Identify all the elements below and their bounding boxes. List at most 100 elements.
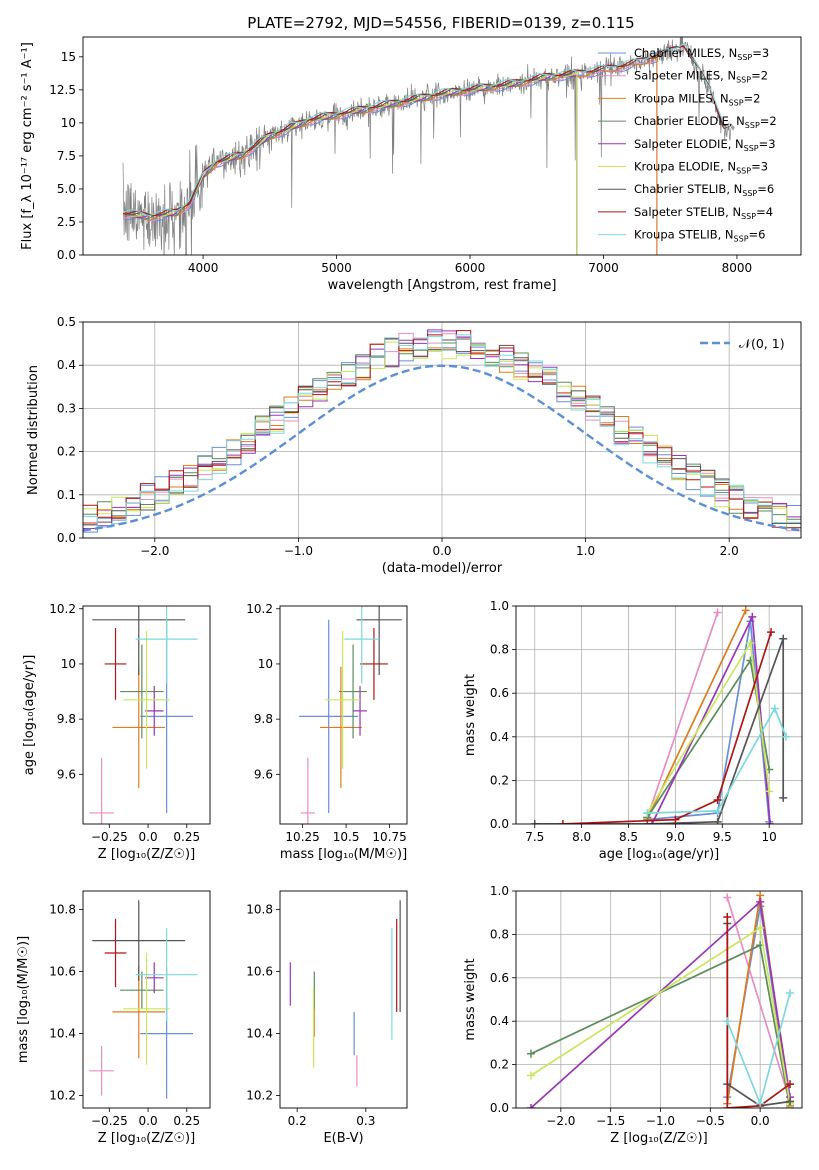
- data-point-kroupa-elodie: [325, 630, 361, 769]
- axes-frame: [82, 321, 802, 539]
- x-tick-label: 4000: [188, 261, 219, 275]
- x-axis-label: Z [log₁₀(Z/Z☉)]: [98, 1131, 195, 1146]
- series-marker: [782, 732, 791, 741]
- y-axis-label: Flux [f_λ 10⁻¹⁷ erg cm⁻² s⁻¹ A⁻¹]: [20, 42, 35, 250]
- series-line: [562, 631, 772, 824]
- chart-age_vs_Z: −0.25 0.0 0.25 9.6 9.8 10 10.2 Z [log₁₀(Z/Z☉)] a…: [22, 602, 211, 862]
- chart-spectrum: 4000 5000 6000 7000 8000 0.0 2.5 5.0 7.5 10 12.5 15…: [20, 36, 802, 293]
- x-tick-label: −0.25: [91, 1114, 128, 1128]
- y-tick-label: 0.2: [490, 1058, 509, 1072]
- data-point-chabrier-elodie: [120, 644, 164, 739]
- series-marker: [779, 793, 788, 802]
- series-salpeter-stelib: [558, 628, 776, 824]
- legend-label: 𝒩(0, 1): [739, 336, 785, 351]
- y-tick-label: 1.0: [490, 599, 509, 613]
- legend-subscript: SSP: [741, 212, 756, 221]
- x-tick-label: 0.0: [139, 1114, 158, 1128]
- residual-legend: 𝒩(0, 1): [700, 336, 785, 351]
- y-axis-label: age [log₁₀(age/yr)]: [22, 655, 37, 776]
- series-marker: [770, 704, 779, 713]
- data-point-kroupa-miles: [320, 666, 362, 789]
- x-tick-label: −1.0: [646, 1114, 675, 1128]
- series-marker: [723, 913, 732, 922]
- y-tick-label: 10.2: [49, 602, 76, 616]
- legend-label: Kroupa ELODIE, N: [634, 160, 736, 174]
- legend-entry: Kroupa ELODIE, NSSP=3: [634, 160, 768, 176]
- y-tick-label: 0.4: [490, 730, 509, 744]
- x-tick-label: 0.0: [432, 544, 451, 558]
- x-tick-label: 8.5: [619, 830, 638, 844]
- y-tick-label: 0.6: [490, 971, 509, 985]
- legend-label: Chabrier STELIB, N: [634, 182, 742, 196]
- series-marker: [756, 1099, 765, 1108]
- data-point-chabrier-miles: [299, 619, 359, 813]
- x-tick-label: 9.5: [713, 830, 732, 844]
- legend-suffix: =4: [756, 205, 773, 219]
- data-point-kroupa-stelib: [135, 928, 198, 1022]
- series-marker: [767, 628, 776, 637]
- series-marker: [741, 606, 750, 615]
- x-tick-label: 10.75: [372, 830, 406, 844]
- series-salpeter-miles: [643, 608, 722, 822]
- y-tick-label: 0.8: [490, 643, 509, 657]
- legend-subscript: SSP: [736, 167, 751, 176]
- chart-massweight_vs_Z: −2.0 −1.5 −1.0 −0.5 0.0 0.0 0.2 0.4 0.6 0.8 1.0 Z […: [463, 884, 803, 1146]
- y-tick-label: 0.1: [57, 488, 76, 502]
- chart-massweight_vs_age: 7.5 8.0 8.5 9.0 9.5 10 0.0 0.2 0.4 0.6 0.8 1.0 age […: [463, 599, 803, 862]
- series-marker: [723, 893, 732, 902]
- data-point-chabrier-elodie: [120, 971, 164, 1009]
- y-tick-label: 12.5: [49, 83, 76, 97]
- data-point-salpeter-elodie: [144, 686, 164, 736]
- y-tick-label: 10.2: [49, 1089, 76, 1103]
- legend-suffix: =3: [752, 46, 769, 60]
- series-marker: [723, 1104, 732, 1108]
- x-axis-label: age [log₁₀(age/yr)]: [599, 847, 720, 862]
- x-tick-label: 1.0: [576, 544, 595, 558]
- series-marker: [643, 809, 652, 818]
- legend-subscript: SSP: [729, 98, 744, 107]
- series-marker: [756, 923, 765, 932]
- legend-entry: Chabrier ELODIE, NSSP=2: [634, 114, 777, 130]
- model-line-salpeter-stelib: [122, 45, 730, 217]
- data-point-salpeter-stelib: [360, 628, 388, 700]
- y-tick-label: 5.0: [57, 182, 76, 196]
- legend-label: Kroupa STELIB, N: [634, 228, 734, 242]
- y-tick-label: 10.8: [49, 903, 76, 917]
- y-axis-label: mass weight: [463, 958, 478, 1040]
- legend-entry: Kroupa MILES, NSSP=2: [634, 91, 760, 107]
- figure-title: PLATE=2792, MJD=54556, FIBERID=0139, z=0…: [247, 14, 634, 32]
- x-tick-label: 0.0: [139, 830, 158, 844]
- x-tick-label: 0.2: [288, 1114, 307, 1128]
- series-marker: [756, 897, 765, 906]
- x-tick-label: 5000: [321, 261, 352, 275]
- data-point-salpeter-miles: [89, 757, 114, 824]
- series-marker: [558, 820, 567, 824]
- model-line-kroupa-stelib: [122, 42, 730, 217]
- y-tick-label: 10.8: [246, 903, 273, 917]
- y-tick-label: 0.5: [57, 315, 76, 329]
- series-marker: [526, 1104, 535, 1108]
- series-marker: [526, 1071, 535, 1080]
- series-chabrier-elodie: [643, 656, 774, 822]
- legend-subscript: SSP: [742, 189, 757, 198]
- x-tick-label: −1.5: [596, 1114, 625, 1128]
- x-axis-label: Z [log₁₀(Z/Z☉)]: [610, 1131, 707, 1146]
- y-tick-label: 9.6: [254, 767, 273, 781]
- data-point-salpeter-stelib: [104, 918, 127, 988]
- series-kroupa-stelib: [723, 988, 795, 1108]
- y-tick-label: 0.8: [490, 927, 509, 941]
- legend-entry: Chabrier MILES, NSSP=3: [634, 46, 769, 62]
- series-line: [647, 706, 787, 814]
- series-marker: [786, 1080, 795, 1089]
- x-tick-label: 8.0: [572, 830, 591, 844]
- series-marker: [786, 1097, 795, 1106]
- series-marker: [530, 820, 539, 824]
- x-axis-label: E(B-V): [323, 1131, 363, 1146]
- y-tick-label: 9.8: [57, 712, 76, 726]
- y-tick-label: 0.0: [57, 248, 76, 262]
- legend-subscript: SSP: [745, 121, 760, 130]
- plot-area: [89, 900, 198, 1099]
- legend-suffix: =2: [744, 91, 761, 105]
- legend-label: Salpeter STELIB, N: [634, 205, 741, 219]
